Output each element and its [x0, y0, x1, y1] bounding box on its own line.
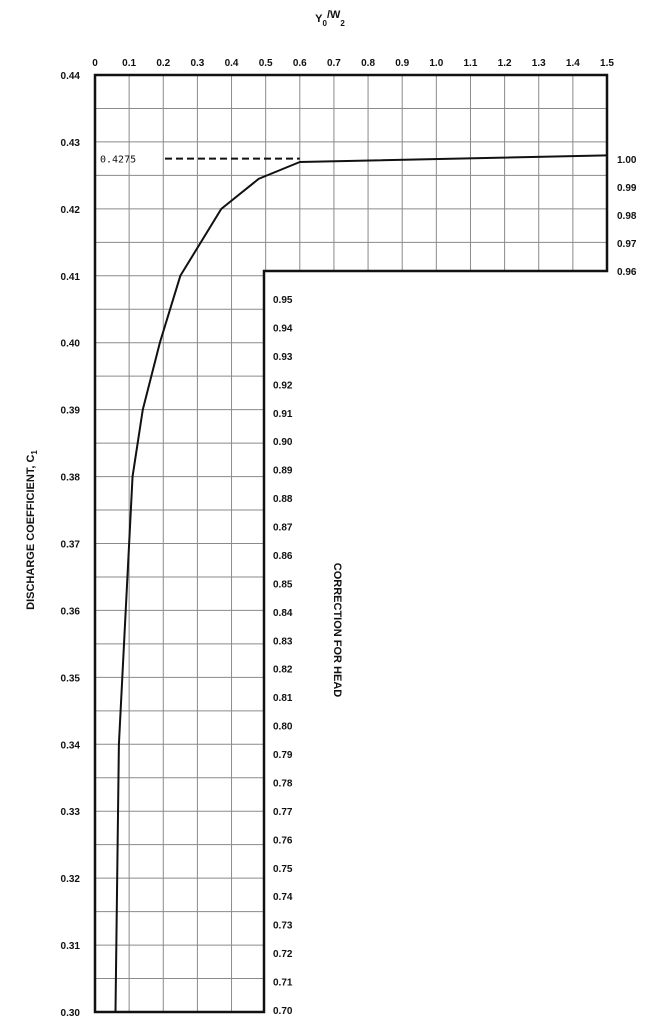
x-axis-title-part: /W [327, 9, 341, 21]
correction-tick-label: 0.80 [273, 722, 293, 733]
correction-tick-label: 0.77 [273, 807, 293, 818]
y-tick-label: 0.33 [61, 807, 81, 818]
correction-tick-label: 0.81 [273, 693, 293, 704]
y-tick-label: 0.30 [61, 1008, 81, 1019]
correction-axis-title: CORRECTION FOR HEAD [331, 563, 343, 698]
correction-tick-label: 0.90 [273, 437, 293, 448]
correction-tick-label: 0.85 [273, 579, 293, 590]
x-tick-label: 0.6 [293, 58, 307, 69]
correction-tick-label: 0.72 [273, 949, 293, 960]
x-tick-label: 0.2 [156, 58, 170, 69]
x-tick-label: 1.1 [464, 58, 478, 69]
x-tick-label: 0.5 [259, 58, 273, 69]
correction-tick-label: 0.96 [617, 267, 637, 278]
correction-tick-label: 1.00 [617, 155, 637, 166]
correction-tick-label: 0.73 [273, 921, 293, 932]
y-tick-label: 0.41 [61, 272, 81, 283]
correction-tick-label: 0.89 [273, 466, 293, 477]
y-tick-label: 0.38 [61, 473, 81, 484]
x-tick-label: 0.1 [122, 58, 136, 69]
y-tick-label: 0.43 [61, 138, 81, 149]
correction-tick-label: 0.91 [273, 409, 293, 420]
y-tick-label: 0.37 [61, 540, 81, 551]
x-tick-label: 0 [92, 58, 98, 69]
correction-tick-label: 0.87 [273, 523, 293, 534]
y-tick-label: 0.36 [61, 606, 81, 617]
correction-tick-label: 0.75 [273, 864, 293, 875]
correction-tick-label: 0.95 [273, 295, 293, 306]
correction-tick-label: 0.92 [273, 380, 293, 391]
y-axis-title-main: DISCHARGE COEFFICIENT, C [25, 455, 37, 610]
correction-tick-label: 0.83 [273, 636, 293, 647]
y-tick-label: 0.40 [61, 339, 81, 350]
x-tick-label: 1.2 [498, 58, 512, 69]
correction-tick-label: 0.98 [617, 211, 637, 222]
correction-tick-label: 0.78 [273, 778, 293, 789]
x-axis-title: Y0/W2 [315, 9, 345, 28]
y-tick-label: 0.42 [61, 205, 81, 216]
y-tick-label: 0.32 [61, 874, 81, 885]
annotation-label: 0.4275 [100, 155, 136, 166]
correction-tick-label: 0.79 [273, 750, 293, 761]
y-axis-title: DISCHARGE COEFFICIENT, C1 [25, 450, 39, 610]
y-tick-label: 0.31 [61, 941, 81, 952]
correction-tick-label: 0.74 [273, 892, 293, 903]
correction-tick-label: 0.82 [273, 665, 293, 676]
x-tick-label: 1.3 [532, 58, 546, 69]
x-tick-label: 0.7 [327, 58, 341, 69]
correction-tick-label: 0.88 [273, 494, 293, 505]
correction-tick-label: 0.70 [273, 1006, 293, 1017]
y-tick-label: 0.35 [61, 673, 81, 684]
x-tick-label: 0.3 [190, 58, 204, 69]
x-tick-label: 0.8 [361, 58, 375, 69]
correction-tick-label: 0.71 [273, 978, 293, 989]
x-axis-title-part: 0 [322, 19, 327, 28]
x-tick-label: 0.4 [225, 58, 239, 69]
correction-tick-label: 0.84 [273, 608, 293, 619]
correction-tick-label: 0.76 [273, 835, 293, 846]
correction-tick-label: 0.93 [273, 352, 293, 363]
x-tick-label: 1.4 [566, 58, 580, 69]
y-tick-label: 0.34 [61, 740, 81, 751]
y-axis-title-sub: 1 [30, 450, 39, 455]
correction-tick-label: 0.94 [273, 323, 293, 334]
x-tick-label: 0.9 [395, 58, 409, 69]
series-line [114, 154, 608, 1013]
x-tick-label: 1.5 [600, 58, 614, 69]
x-axis-title-part: 2 [340, 19, 345, 28]
x-axis-title-part: Y [315, 13, 323, 25]
grid-lines [95, 75, 607, 1012]
correction-tick-label: 0.86 [273, 551, 293, 562]
y-tick-label: 0.39 [61, 406, 81, 417]
correction-tick-label: 0.97 [617, 239, 637, 250]
plot-frame [93, 73, 609, 1014]
x-tick-label: 1.0 [429, 58, 443, 69]
y-tick-label: 0.44 [61, 71, 81, 82]
correction-tick-label: 0.99 [617, 183, 637, 194]
